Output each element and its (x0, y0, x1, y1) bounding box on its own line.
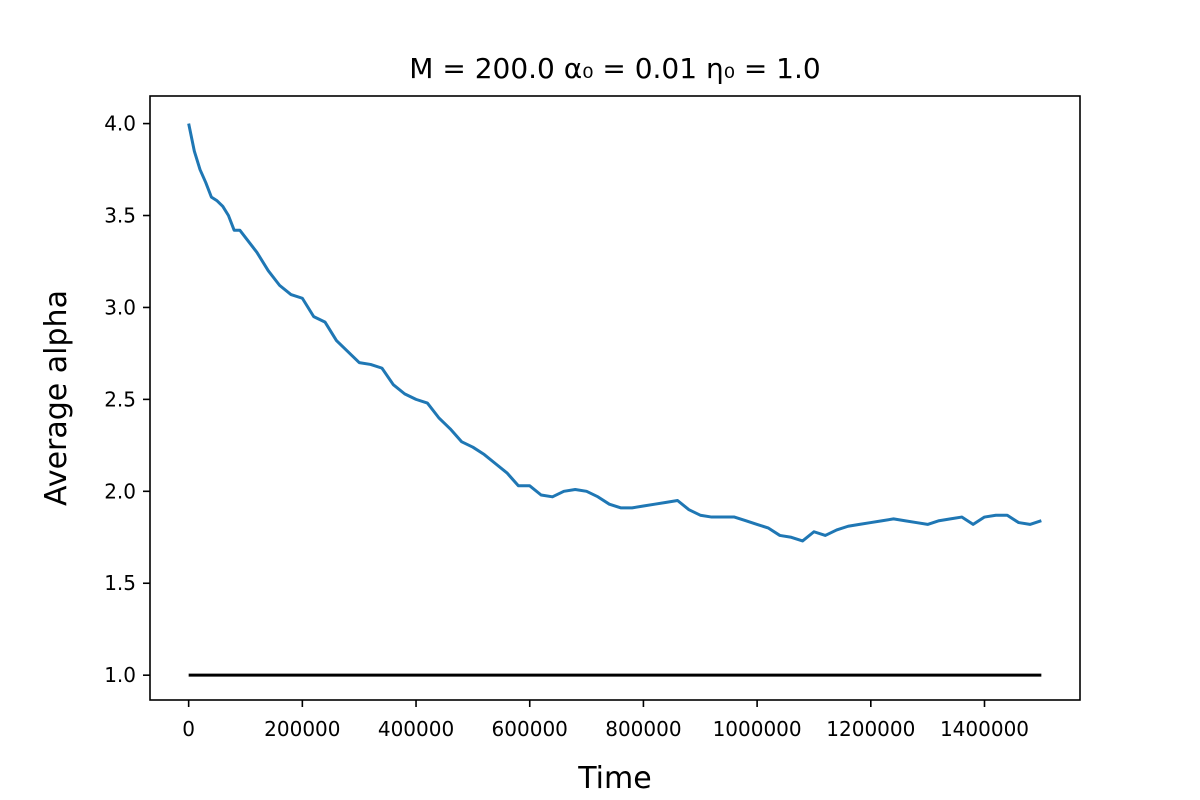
x-tick-label: 600000 (492, 717, 568, 741)
x-tick-label: 1000000 (713, 717, 802, 741)
chart-title: M = 200.0 α₀ = 0.01 η₀ = 1.0 (409, 52, 820, 85)
y-tick-label: 1.5 (104, 571, 136, 595)
y-tick-label: 2.0 (104, 479, 136, 503)
y-tick-label: 4.0 (104, 112, 136, 136)
y-axis-label: Average alpha (39, 290, 74, 506)
x-tick-label: 400000 (378, 717, 454, 741)
x-axis-label: Time (577, 761, 651, 796)
x-tick-label: 200000 (264, 717, 340, 741)
y-tick-label: 3.5 (104, 204, 136, 228)
x-tick-label: 0 (182, 717, 195, 741)
x-axis: 0 200000 400000 600000 800000 1000000 1200000 1… (182, 700, 1029, 741)
x-tick-label: 1400000 (940, 717, 1029, 741)
y-tick-label: 2.5 (104, 387, 136, 411)
series-line-0 (187, 123, 1042, 543)
y-tick-label: 3.0 (104, 295, 136, 319)
y-axis: 1.0 1.5 2.0 2.5 3.0 3.5 4.0 (104, 112, 150, 687)
plot-area (187, 123, 1042, 677)
x-tick-label: 800000 (605, 717, 681, 741)
x-tick-label: 1200000 (826, 717, 915, 741)
plot-frame (149, 95, 1081, 701)
y-tick-label: 1.0 (104, 663, 136, 687)
